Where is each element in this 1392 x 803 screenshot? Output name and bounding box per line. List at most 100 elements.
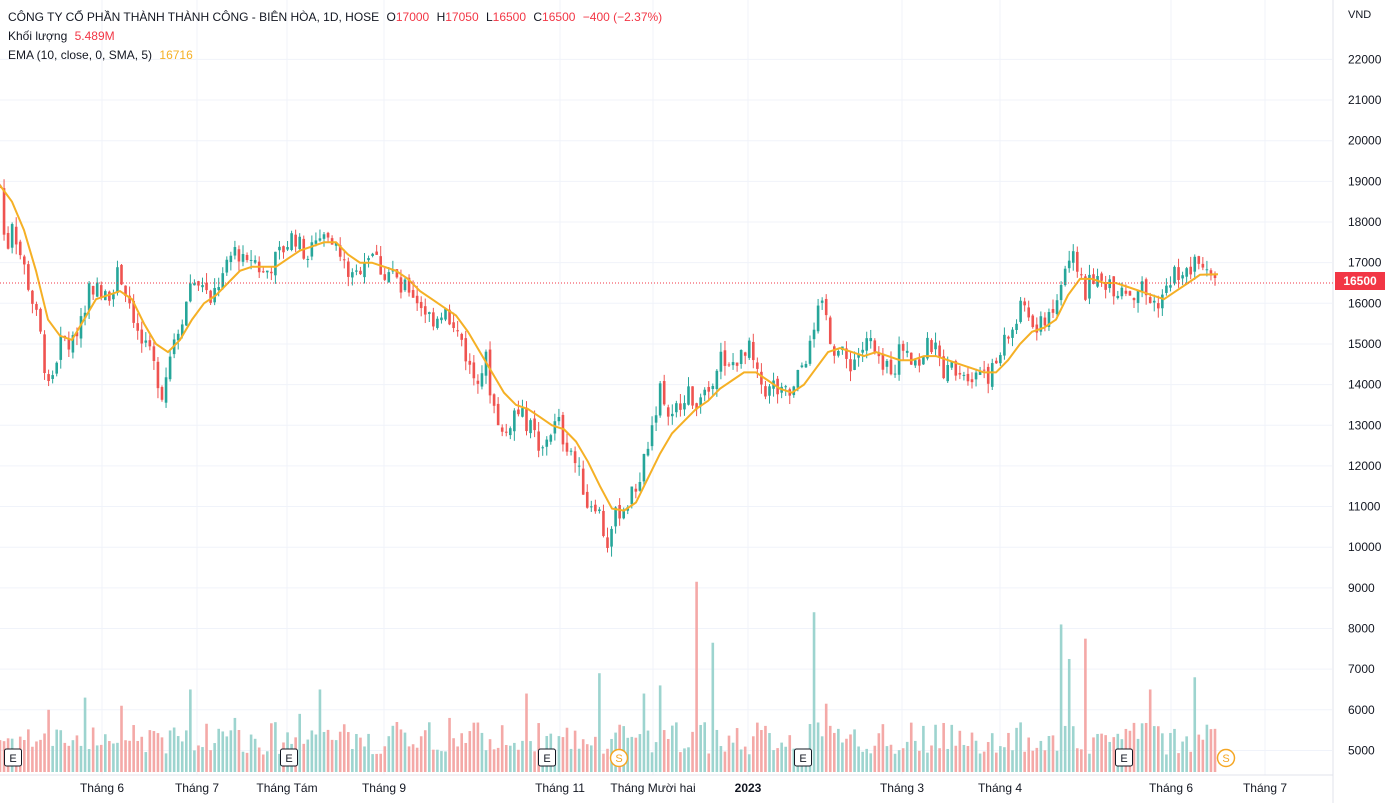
volume-bar (156, 733, 160, 772)
volume-bar (626, 737, 630, 772)
candle-body (837, 350, 840, 356)
volume-bar (1088, 753, 1091, 772)
volume-bar (675, 722, 678, 772)
volume-bar (104, 734, 107, 772)
x-tick-label: 2023 (735, 781, 762, 795)
earnings-marker (538, 748, 556, 767)
candle-body (618, 505, 621, 519)
candle-body (573, 451, 577, 464)
candle-body (367, 258, 370, 261)
volume-bar (573, 730, 577, 772)
volume-bar (35, 741, 38, 772)
candle-body (553, 421, 557, 434)
candle-body (160, 387, 164, 400)
candle-body (488, 349, 492, 396)
x-tick-label: Tháng 6 (80, 781, 124, 795)
candle-body (529, 420, 532, 434)
candle-body (654, 415, 658, 423)
volume-bar (1027, 737, 1030, 772)
volume-bar (136, 740, 139, 772)
candle-body (31, 290, 34, 304)
candle-body (87, 283, 91, 311)
candle-body (1104, 282, 1107, 290)
earnings-marker-label: E (9, 753, 16, 765)
ema-line (0, 184, 1219, 512)
candle-body (411, 290, 415, 298)
earnings-marker-label: E (799, 753, 806, 765)
volume-bar (974, 740, 978, 772)
candle-body (266, 270, 269, 273)
candle-body (67, 338, 71, 350)
volume-bar (302, 743, 306, 772)
candle-body (249, 259, 253, 261)
volume-bar (91, 727, 95, 772)
candle-body (833, 346, 836, 356)
candle-body (565, 442, 569, 452)
candle-body (480, 373, 484, 387)
volume-bar (152, 731, 156, 772)
volume-bar (719, 746, 723, 772)
volume-bar (160, 737, 164, 772)
volume-bar (338, 731, 342, 772)
volume-bar (776, 748, 779, 772)
candle-body (419, 301, 423, 309)
candle-body (428, 312, 431, 314)
candle-body (2, 188, 6, 235)
volume-bar (1197, 734, 1201, 772)
split-marker-label: S (615, 753, 622, 765)
volume-bar (699, 724, 702, 772)
candle-body (375, 251, 378, 255)
candle-body (464, 338, 468, 362)
volume-bar (1096, 733, 1099, 772)
volume-bar (1019, 722, 1022, 772)
volume-bar (209, 750, 212, 772)
candle-body (55, 362, 58, 374)
volume-bar (407, 746, 411, 772)
volume-bar (820, 736, 824, 772)
candle-body (946, 365, 949, 382)
volume-bar (452, 738, 455, 772)
candle-body (585, 491, 589, 508)
volume-bar (432, 749, 435, 772)
candle-body (634, 488, 638, 492)
volume-bar (249, 734, 253, 772)
volume-bar (411, 744, 415, 772)
volume-bar (164, 753, 168, 772)
volume-bar (1140, 723, 1144, 772)
volume-bar (703, 722, 706, 772)
volume-bar (950, 724, 954, 772)
candle-body (1169, 285, 1172, 288)
x-tick-label: Tháng Mười hai (610, 781, 695, 795)
volume-bar (691, 731, 694, 772)
volume-bar (679, 752, 682, 772)
volume-bar (399, 729, 403, 772)
volume-bar (1108, 741, 1111, 772)
candle-body (901, 343, 905, 351)
candle-body (926, 337, 929, 359)
volume-bar (27, 729, 30, 772)
candle-body (395, 269, 399, 278)
volume-bar (557, 736, 561, 772)
earnings-marker-label: E (543, 753, 550, 765)
volume-bar (646, 730, 650, 772)
volume-bar (930, 745, 933, 772)
volume-bar (403, 732, 407, 772)
candle-body (537, 431, 540, 451)
candle-body (954, 361, 958, 376)
candle-body (371, 253, 374, 256)
candle-body (517, 409, 520, 415)
candle-body (456, 330, 459, 332)
volume-bar (456, 746, 459, 772)
volume-bar (39, 739, 42, 772)
candle-body (201, 285, 204, 288)
volume-bar (128, 740, 131, 772)
candle-body (322, 234, 326, 239)
candle-body (504, 431, 508, 433)
close-label: C (533, 10, 543, 24)
candle-body (1112, 276, 1116, 297)
volume-bar (537, 723, 540, 772)
candle-body (752, 341, 755, 361)
candle-body (229, 255, 233, 263)
candle-body (1039, 316, 1043, 332)
